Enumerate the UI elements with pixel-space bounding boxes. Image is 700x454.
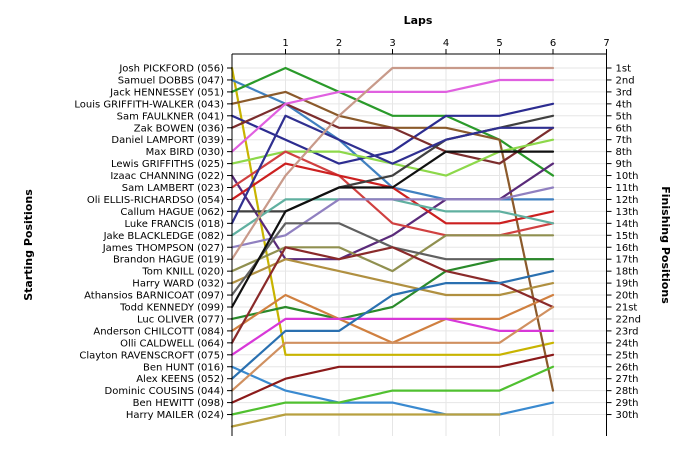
finish-position-label: 25th: [616, 350, 639, 361]
start-position-label: Dominic COUSINS (044): [105, 386, 225, 397]
series-line: [230, 317, 555, 356]
lap-tick-label: 2: [336, 38, 342, 49]
lap-tick-label: 3: [389, 38, 395, 49]
series-line: [230, 413, 501, 428]
right-axis-title: Finishing Positions: [659, 186, 672, 304]
start-position-label: Samuel DOBBS (047): [118, 75, 224, 86]
left-axis-title: Starting Positions: [22, 189, 35, 301]
series-line: [230, 270, 555, 380]
start-position-label: Harry WARD (032): [132, 279, 224, 290]
finish-position-label: 27th: [616, 374, 639, 385]
series-line: [230, 102, 555, 165]
finish-position-label: 20th: [616, 291, 639, 302]
axes: [227, 49, 612, 436]
lap-tick-label: 5: [496, 38, 502, 49]
finish-position-label: 5th: [616, 111, 633, 122]
series-line: [230, 150, 555, 309]
start-position-label: Oli ELLIS-RICHARDSO (054): [87, 195, 224, 206]
finish-position-label: 16th: [616, 243, 639, 254]
start-position-label: Lewis GRIFFITHS (025): [111, 159, 224, 170]
finish-position-label: 1st: [616, 64, 632, 75]
finish-position-label: 7th: [616, 135, 633, 146]
finish-position-label: 21st: [616, 303, 638, 314]
finish-position-label: 18th: [616, 267, 639, 278]
finish-position-label: 23rd: [616, 326, 639, 337]
finish-position-label: 4th: [616, 99, 633, 110]
finish-position-label: 22nd: [616, 314, 641, 325]
start-position-label: James THOMPSON (027): [102, 243, 224, 254]
lap-tick-label: 1: [282, 38, 288, 49]
start-position-label: Luc OLIVER (077): [137, 314, 224, 325]
finish-position-label: 8th: [616, 147, 633, 158]
series-line: [230, 114, 555, 225]
finish-position-label: 15th: [616, 231, 639, 242]
start-position-label: Athansios BARNICOAT (097): [84, 291, 224, 302]
series-line: [230, 66, 555, 261]
start-position-label: Ben HUNT (016): [143, 362, 224, 373]
finish-position-label: 24th: [616, 338, 639, 349]
finish-position-label: 17th: [616, 255, 639, 266]
start-position-label: Callum HAGUE (062): [120, 207, 224, 218]
finish-position-label: 11th: [616, 183, 639, 194]
start-position-label: Sam FAULKNER (041): [117, 111, 224, 122]
start-position-label: Brandon HAGUE (019): [113, 255, 224, 266]
series-line: [230, 66, 555, 356]
finish-position-label: 10th: [616, 171, 639, 182]
start-position-label: Anderson CHILCOTT (084): [93, 326, 224, 337]
series-line: [230, 258, 555, 297]
start-position-label: Louis GRIFFITH-WALKER (043): [74, 99, 224, 110]
finish-position-label: 19th: [616, 279, 639, 290]
start-position-label: Tom KNILL (020): [141, 267, 224, 278]
finish-position-label: 26th: [616, 362, 639, 373]
series-lines: [230, 66, 555, 428]
start-position-label: Alex KEENS (052): [136, 374, 224, 385]
start-position-label: Josh PICKFORD (056): [118, 64, 224, 75]
lap-tick-label: 4: [443, 38, 449, 49]
series-line: [230, 365, 555, 416]
finish-position-label: 30th: [616, 410, 639, 421]
start-position-label: Ben HEWITT (098): [133, 398, 224, 409]
finish-position-label: 2nd: [616, 75, 635, 86]
start-position-label: Zak BOWEN (036): [134, 123, 224, 134]
finish-position-label: 28th: [616, 386, 639, 397]
lap-tick-label: 6: [550, 38, 556, 49]
finish-position-label: 6th: [616, 123, 633, 134]
start-position-label: Daniel LAMPORT (039): [111, 135, 224, 146]
start-position-label: Harry MAILER (024): [126, 410, 224, 421]
finish-position-label: 9th: [616, 159, 633, 170]
start-position-label: Izaac CHANNING (022): [110, 171, 224, 182]
series-line: [230, 258, 555, 320]
start-position-label: Jake BLACKLEDGE (082): [103, 231, 225, 242]
finish-position-label: 13th: [616, 207, 639, 218]
finish-position-label: 3rd: [616, 87, 633, 98]
labels: 1 2 3 4 5 6 7 Josh PICKFORD (056)Samuel DOBBS (…: [74, 38, 641, 421]
start-position-label: Luke FRANCIS (018): [125, 219, 225, 230]
series-line: [230, 305, 555, 392]
start-position-label: Olli CALDWELL (064): [120, 338, 224, 349]
start-position-label: Max BIRD (030): [146, 147, 224, 158]
series-line: [230, 353, 555, 404]
series-line: [230, 78, 555, 153]
finish-position-label: 14th: [616, 219, 639, 230]
start-position-label: Clayton RAVENSCROFT (075): [79, 350, 224, 361]
start-position-label: Todd KENNEDY (099): [119, 303, 224, 314]
start-position-label: Sam LAMBERT (023): [122, 183, 224, 194]
start-position-label: Jack HENNESSEY (051): [109, 87, 224, 98]
chart-title: Laps: [404, 14, 433, 27]
finish-position-label: 29th: [616, 398, 639, 409]
series-line: [230, 186, 555, 249]
lap-tick-label: 7: [603, 38, 609, 49]
finish-position-label: 12th: [616, 195, 639, 206]
